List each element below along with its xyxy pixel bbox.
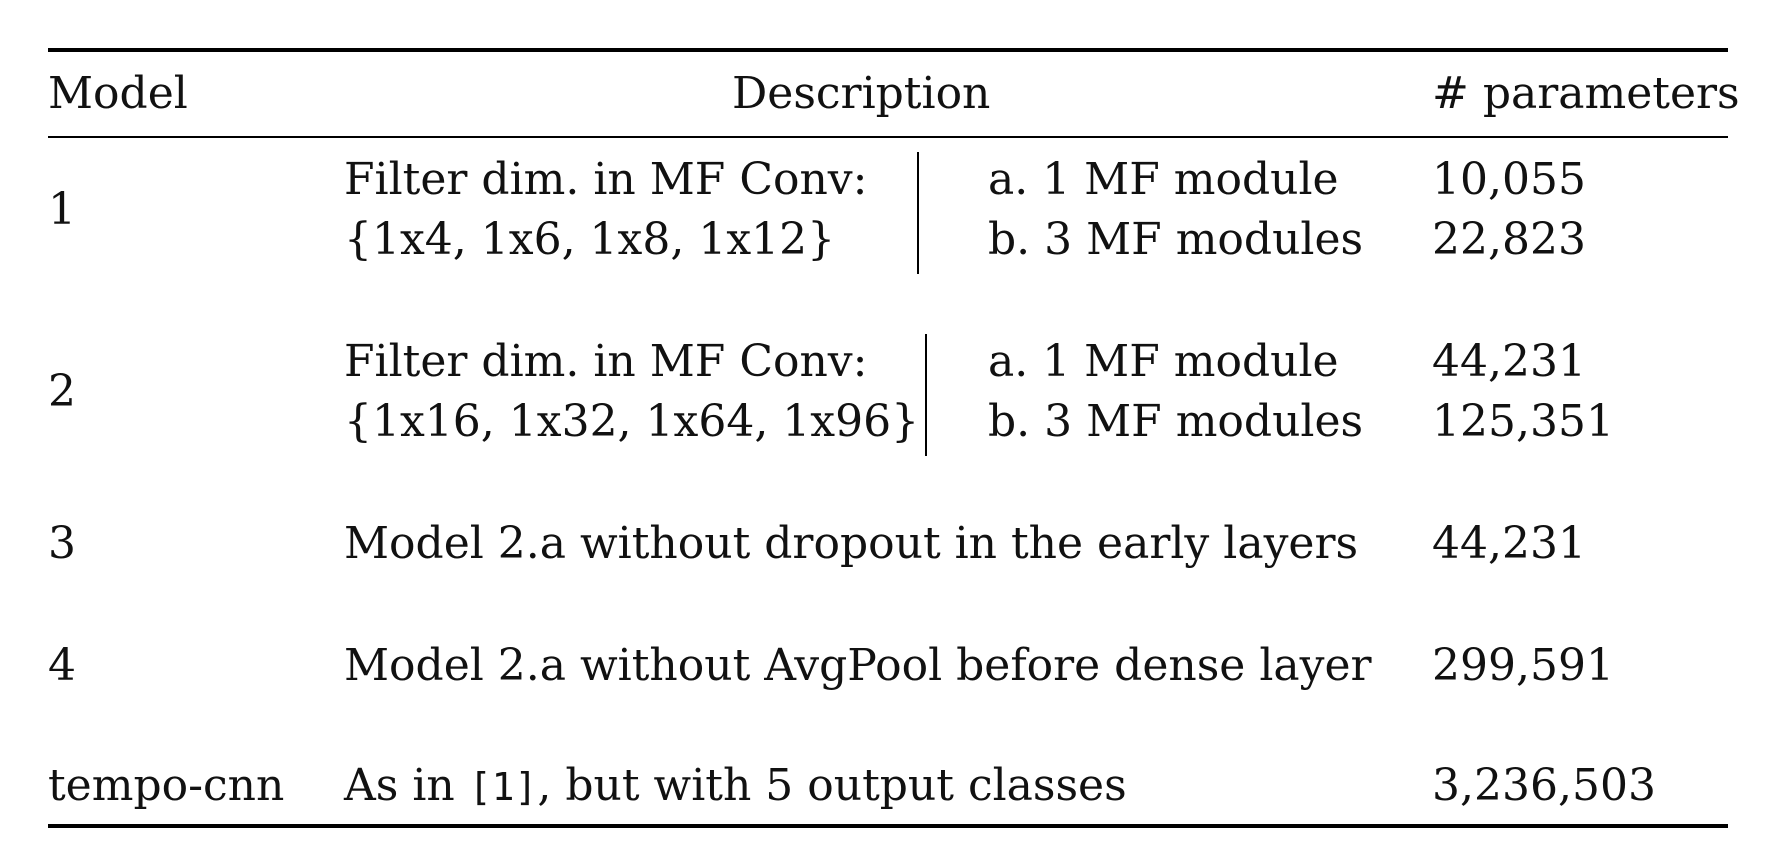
filter-dims: {1x16, 1x32, 1x64, 1x96} [344, 396, 920, 447]
variant-a: a. 1 MF module [988, 336, 1339, 387]
citation-link[interactable]: [1] [468, 765, 538, 809]
params-cell: 44,231 [1432, 518, 1586, 569]
column-divider [917, 152, 919, 274]
bottom-rule [48, 824, 1728, 828]
model-cell: 3 [48, 518, 76, 569]
model-cell: tempo-cnn [48, 760, 285, 811]
model-cell: 4 [48, 640, 76, 691]
variant-a: a. 1 MF module [988, 154, 1339, 205]
params-a: 44,231 [1432, 336, 1586, 387]
variant-b: b. 3 MF modules [988, 396, 1364, 447]
params-cell: 3,236,503 [1432, 760, 1656, 811]
filter-dims: {1x4, 1x6, 1x8, 1x12} [344, 214, 836, 265]
header-model: Model [48, 68, 188, 119]
params-b: 22,823 [1432, 214, 1586, 265]
description-cell: Model 2.a without dropout in the early l… [344, 518, 1359, 569]
description-cell: As in [1], but with 5 output classes [344, 764, 1127, 808]
header-parameters: # parameters [1432, 68, 1740, 119]
header-description: Description [732, 68, 991, 119]
filter-label: Filter dim. in MF Conv: [344, 336, 868, 387]
params-b: 125,351 [1432, 396, 1614, 447]
column-divider [925, 334, 927, 456]
filter-label: Filter dim. in MF Conv: [344, 154, 868, 205]
params-cell: 299,591 [1432, 640, 1614, 691]
params-a: 10,055 [1432, 154, 1586, 205]
variant-b: b. 3 MF modules [988, 214, 1364, 265]
model-cell: 2 [48, 366, 76, 417]
model-cell: 1 [48, 184, 76, 235]
description-prefix: As in [344, 760, 469, 811]
top-rule [48, 48, 1728, 52]
description-cell: Model 2.a without AvgPool before dense l… [344, 640, 1372, 691]
description-suffix: , but with 5 output classes [537, 760, 1127, 811]
header-rule [48, 136, 1728, 138]
